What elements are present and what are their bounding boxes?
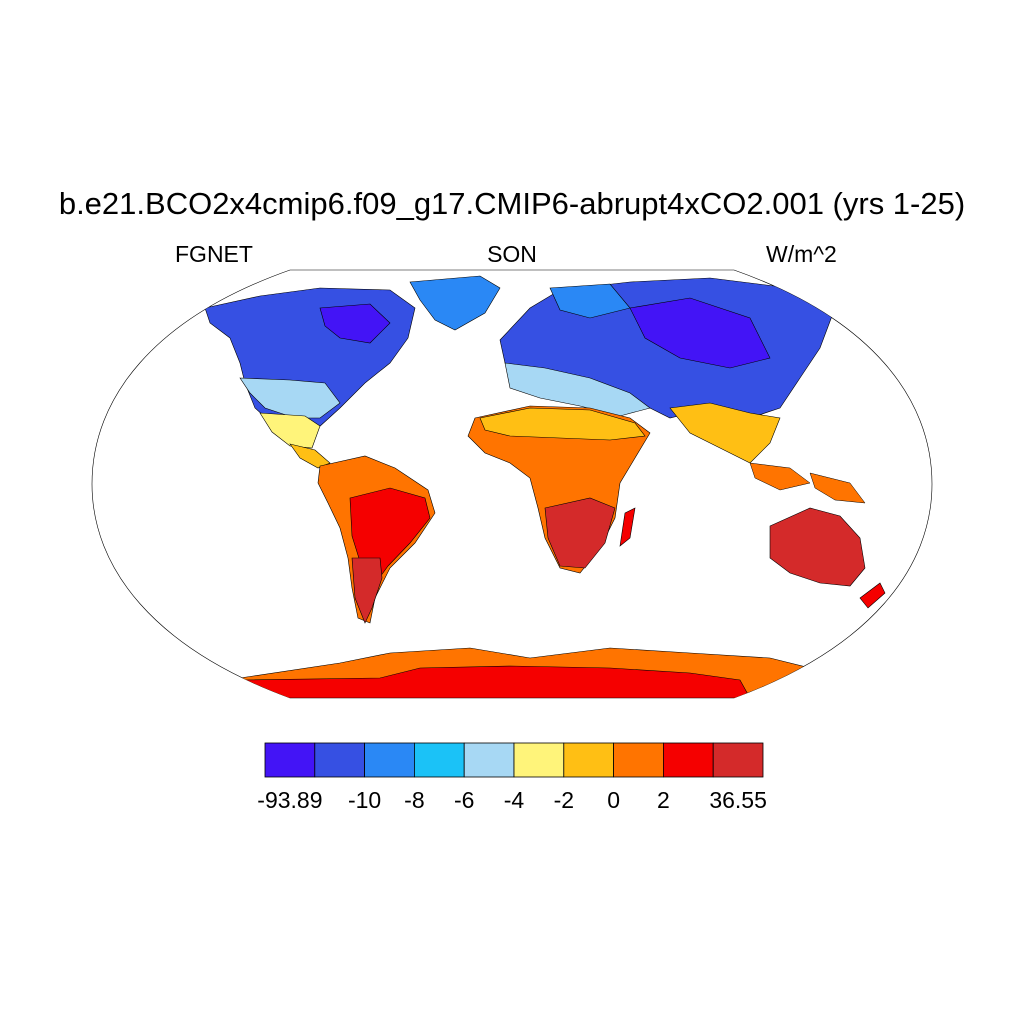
colorbar-box-2: [364, 742, 415, 778]
world-map: [91, 269, 933, 699]
colorbar-box-5: [513, 742, 565, 778]
colorbar-label-8: 36.55: [709, 787, 767, 813]
colorbar-box-3: [413, 742, 465, 778]
colorbar-label-2: -8: [404, 787, 424, 813]
colorbar-box-1: [314, 742, 365, 778]
colorbar-box-6: [563, 742, 614, 778]
colorbar-label-5: -2: [554, 787, 574, 813]
colorbar-box-0: [264, 742, 316, 778]
colorbar-label-6: 0: [607, 787, 620, 813]
plot-title: b.e21.BCO2x4cmip6.f09_g17.CMIP6-abrupt4x…: [58, 186, 966, 221]
colorbar-label-0: -93.89: [257, 787, 322, 813]
australia-region: [769, 507, 886, 609]
greenland-region: [409, 275, 501, 331]
colorbar-label-7: 2: [657, 787, 670, 813]
colorbar-box-4: [463, 742, 515, 778]
north-america-region: [204, 287, 416, 449]
colorbar-box-7: [613, 742, 664, 778]
colorbar-box-9: [712, 742, 764, 778]
variable-label: FGNET: [175, 241, 253, 267]
colorbar-box-8: [663, 742, 714, 778]
africa-region: [467, 405, 651, 574]
antarctica-region: [229, 647, 811, 698]
maritime-asia-region: [749, 462, 866, 504]
south-america-region: [289, 443, 436, 624]
colorbar-label-1: -10: [348, 787, 381, 813]
colorbar-label-4: -4: [504, 787, 525, 813]
colorbar-label-3: -6: [454, 787, 474, 813]
colorbar: -93.89 -10 -8 -6 -4 -2 0 2 36.55: [257, 742, 767, 813]
eurasia-region: [499, 277, 836, 464]
units-label: W/m^2: [766, 241, 837, 267]
season-label: SON: [487, 241, 537, 267]
